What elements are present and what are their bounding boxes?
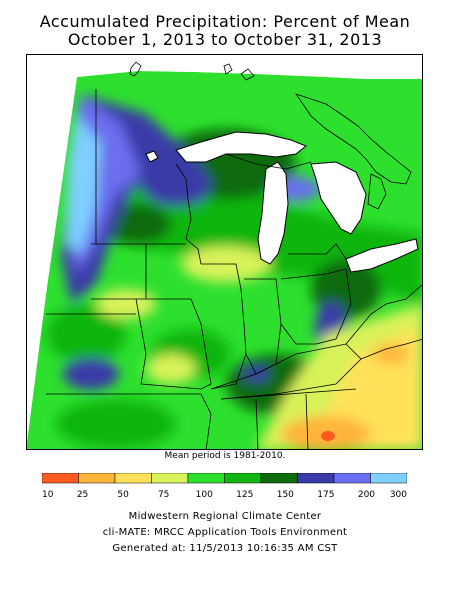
footer-generated-time: Generated at: 11/5/2013 10:16:35 AM CST: [112, 543, 338, 554]
legend-tick-label: 175: [317, 490, 334, 500]
mean-period-note: Mean period is 1981-2010.: [164, 451, 286, 461]
legend-swatch: [151, 473, 189, 484]
legend-swatch: [187, 473, 225, 484]
legend-tick-label: 125: [236, 490, 253, 500]
legend-swatch: [114, 473, 152, 484]
legend-swatch: [78, 473, 116, 484]
legend-tick-label: 25: [77, 490, 88, 500]
legend-swatch: [297, 473, 335, 484]
state-boundaries: [46, 89, 423, 450]
map-title: Accumulated Precipitation: Percent of Me…: [39, 12, 411, 31]
footer-application: cli-MATE: MRCC Application Tools Environ…: [102, 527, 348, 538]
legend-tick-label: 150: [277, 490, 294, 500]
great-lakes: [145, 131, 419, 273]
legend-tick-label: 300: [390, 490, 407, 500]
coastlines: [129, 61, 412, 210]
legend-tick-label: 200: [358, 490, 375, 500]
precipitation-field: [26, 71, 423, 450]
legend-tick-label: 75: [158, 490, 169, 500]
legend-swatch: [260, 473, 298, 484]
precipitation-map: [26, 54, 423, 450]
map-date-range: October 1, 2013 to October 31, 2013: [67, 30, 383, 49]
legend-tick-label: 50: [117, 490, 129, 500]
legend-tick-label: 100: [196, 490, 213, 500]
legend-tick-label: 10: [42, 490, 54, 500]
legend-swatch: [333, 473, 371, 484]
legend-swatch: [42, 473, 79, 484]
footer-organization: Midwestern Regional Climate Center: [128, 511, 322, 522]
legend-swatch: [370, 473, 407, 484]
legend-swatch: [224, 473, 262, 484]
color-legend: 10 25 50 75 100 125 150 175 200 300: [42, 473, 407, 500]
